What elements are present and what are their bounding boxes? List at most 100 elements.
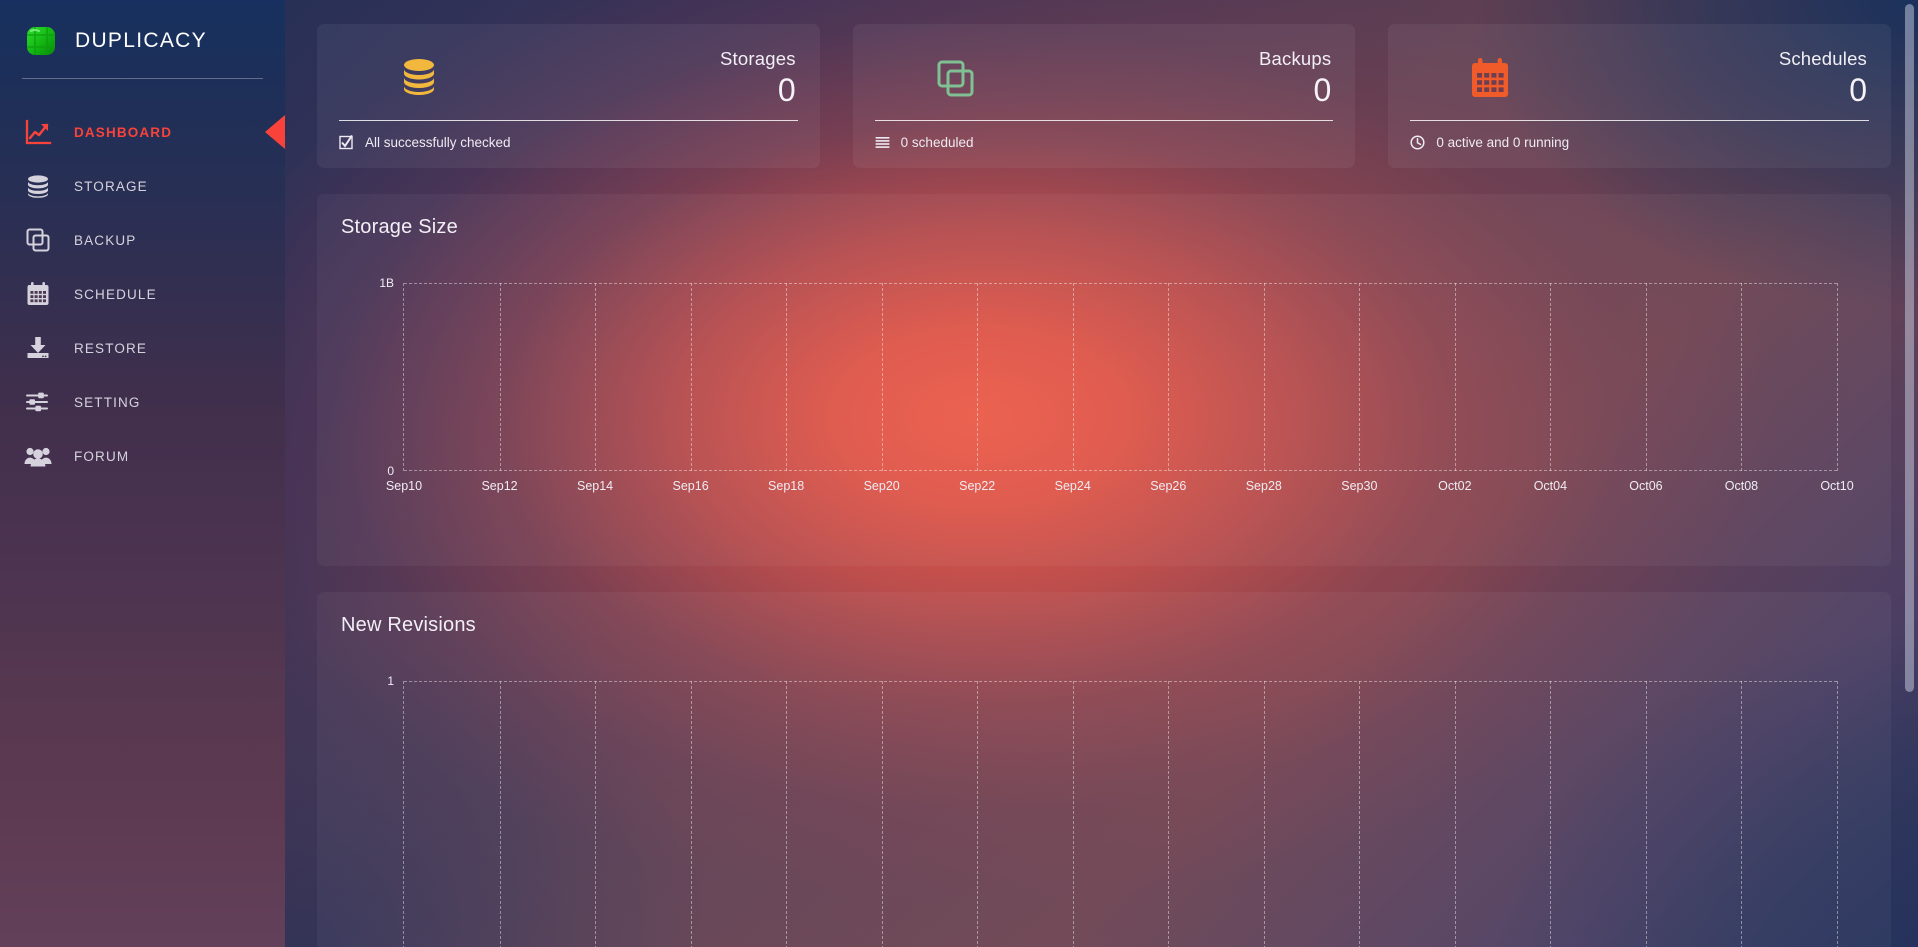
- sidebar-divider: [22, 78, 263, 79]
- page-scrollbar[interactable]: [1901, 0, 1918, 947]
- active-indicator-arrow: [265, 115, 285, 149]
- chart-gridline: [1454, 283, 1456, 471]
- chart-gridline: [881, 283, 883, 471]
- x-axis-tick: Sep14: [576, 479, 614, 493]
- chart-storage-size[interactable]: 1B 0 Sep10 Sep12 Sep14 Sep16 Sep18 Sep20 Sep22…: [341, 271, 1867, 503]
- chart-line-up-icon: [24, 118, 52, 146]
- stat-card-value: 0: [1313, 72, 1332, 109]
- chart-gridline: [690, 681, 692, 947]
- chart-gridline: [1550, 283, 1552, 471]
- sidebar-item-label: SCHEDULE: [74, 286, 157, 302]
- chart-new-revisions[interactable]: 1: [341, 669, 1867, 947]
- y-axis-tick: 1B: [379, 276, 394, 290]
- sidebar-item-dashboard[interactable]: DASHBOARD: [0, 105, 285, 159]
- x-axis-tick: Oct10: [1820, 479, 1854, 493]
- stat-card-schedules[interactable]: Schedules 0 0 active and 0 running: [1388, 24, 1892, 168]
- chart-gridline: [1263, 283, 1265, 471]
- chart-gridline-top: [404, 283, 1837, 284]
- chart-gridline: [1168, 681, 1170, 947]
- x-axis-tick: Sep24: [1054, 479, 1091, 493]
- database-icon: [24, 172, 52, 200]
- copy-files-icon: [24, 226, 52, 254]
- download-tray-icon: [24, 334, 52, 362]
- chart-gridline: [1837, 283, 1838, 471]
- stat-card-row: Storages 0 All successfully checked: [317, 24, 1892, 168]
- y-axis-tick: 0: [387, 464, 394, 478]
- stat-card-footer: 0 active and 0 running: [1410, 135, 1869, 150]
- chart-gridline: [1072, 283, 1074, 471]
- chart-gridline: [1263, 681, 1265, 947]
- panel-title: New Revisions: [341, 614, 476, 636]
- clock-icon: [1410, 135, 1425, 150]
- x-axis-tick: Sep20: [863, 479, 900, 493]
- sidebar-item-forum[interactable]: FORUM: [0, 429, 285, 483]
- sidebar-item-label: BACKUP: [74, 232, 137, 248]
- y-axis-tick: 1: [387, 674, 394, 688]
- scrollbar-thumb[interactable]: [1905, 4, 1914, 692]
- x-axis-tick: Oct06: [1629, 479, 1663, 493]
- panel-new-revisions: New Revisions 1: [317, 592, 1891, 947]
- stat-card-meta: Storages 0: [720, 49, 796, 109]
- chart-gridline: [1645, 681, 1647, 947]
- stat-card-rule: [1410, 120, 1870, 121]
- chart-gridline: [786, 681, 788, 947]
- x-axis-tick: Sep16: [672, 479, 709, 493]
- sidebar-item-restore[interactable]: RESTORE: [0, 321, 285, 375]
- sidebar-item-label: FORUM: [74, 448, 130, 464]
- chart-gridline: [1837, 681, 1838, 947]
- panel-title: Storage Size: [341, 216, 458, 238]
- chart-gridline: [1645, 283, 1647, 471]
- stat-card-top: Backups 0: [875, 38, 1334, 118]
- sidebar-item-setting[interactable]: SETTING: [0, 375, 285, 429]
- people-group-icon: [24, 442, 52, 470]
- sidebar-item-storage[interactable]: STORAGE: [0, 159, 285, 213]
- chart-gridline-bottom: [404, 470, 1837, 471]
- brand-name: DUPLICACY: [75, 29, 207, 52]
- chart-gridline: [1168, 283, 1170, 471]
- brand[interactable]: DUPLICACY: [0, 0, 285, 64]
- panel-storage-size: Storage Size 1B 0 Sep10 Sep12 Sep14 Sep16 Se…: [317, 194, 1891, 566]
- chart-gridline: [1550, 681, 1552, 947]
- stat-card-storages[interactable]: Storages 0 All successfully checked: [317, 24, 820, 168]
- x-axis-tick: Sep12: [481, 479, 518, 493]
- chart-gridline: [595, 283, 597, 471]
- copy-files-icon: [931, 54, 979, 102]
- stat-card-footer-text: All successfully checked: [365, 135, 511, 150]
- stat-card-footer: All successfully checked: [339, 135, 798, 150]
- x-axis-tick: Sep18: [768, 479, 805, 493]
- chart-gridline: [690, 283, 692, 471]
- main-content: Storages 0 All successfully checked: [285, 0, 1918, 947]
- calendar-icon: [1466, 54, 1514, 102]
- sidebar-item-label: STORAGE: [74, 178, 148, 194]
- sidebar-item-label: DASHBOARD: [74, 124, 173, 140]
- chart-gridline: [881, 681, 883, 947]
- chart-plot-area: 1B 0 Sep10 Sep12 Sep14 Sep16 Sep18 Sep20 Sep22…: [379, 276, 1853, 493]
- x-axis-tick: Sep30: [1341, 479, 1378, 493]
- stat-card-value: 0: [1849, 72, 1868, 109]
- x-axis-tick: Sep28: [1245, 479, 1282, 493]
- stat-card-top: Storages 0: [339, 38, 798, 118]
- stat-card-backups[interactable]: Backups 0: [852, 24, 1356, 168]
- chart-gridline-top: [404, 681, 1837, 682]
- chart-gridline: [977, 283, 979, 471]
- stat-card-value: 0: [777, 72, 796, 109]
- sidebar-item-label: SETTING: [74, 394, 141, 410]
- sidebar-item-backup[interactable]: BACKUP: [0, 213, 285, 267]
- chart-gridline: [1359, 283, 1361, 471]
- database-stack-icon: [395, 54, 443, 102]
- stat-card-footer: 0 scheduled: [875, 135, 1334, 150]
- chart-gridline: [1454, 681, 1456, 947]
- chart-gridline: [1359, 681, 1361, 947]
- chart-plot-area: 1: [387, 674, 1838, 947]
- sidebar: DUPLICACY DASHBOARD: [0, 0, 285, 947]
- chart-gridline: [1741, 681, 1743, 947]
- stat-card-rule: [339, 120, 798, 121]
- chart-gridline: [977, 681, 979, 947]
- green-cube-icon: [24, 24, 58, 58]
- x-axis-tick: Sep26: [1150, 479, 1187, 493]
- sidebar-item-label: RESTORE: [74, 340, 148, 356]
- stat-card-top: Schedules 0: [1410, 38, 1869, 118]
- list-lines-icon: [875, 135, 890, 150]
- sidebar-item-schedule[interactable]: SCHEDULE: [0, 267, 285, 321]
